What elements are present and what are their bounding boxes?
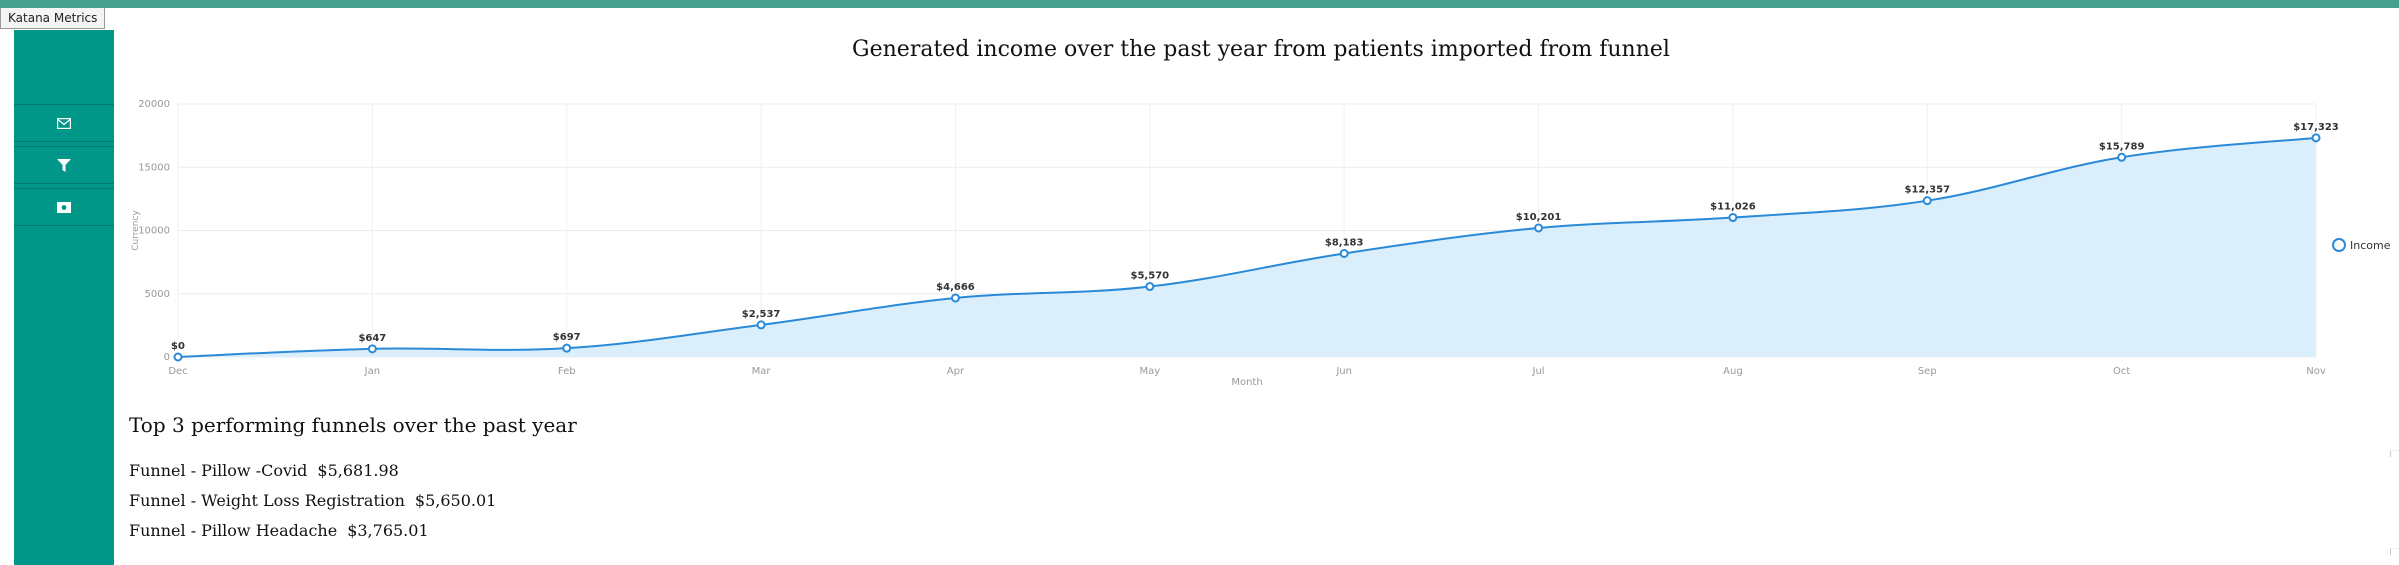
x-tick-label: Dec bbox=[168, 366, 187, 377]
x-tick-label: Aug bbox=[1723, 366, 1743, 377]
x-tick-label: Jul bbox=[1532, 366, 1545, 377]
data-point bbox=[1534, 223, 1544, 233]
data-label: $12,357 bbox=[1904, 185, 1950, 196]
x-tick-label: Feb bbox=[558, 366, 576, 377]
x-tick-label: Sep bbox=[1918, 366, 1937, 377]
data-label: $17,323 bbox=[2293, 122, 2339, 133]
legend-label: Income bbox=[2350, 239, 2391, 252]
data-label: $15,789 bbox=[2099, 141, 2145, 152]
legend-marker bbox=[2332, 238, 2346, 252]
y-tick-label: 0 bbox=[164, 352, 170, 363]
data-label: $2,537 bbox=[742, 309, 781, 320]
y-tick-label: 15000 bbox=[138, 162, 170, 173]
sidebar bbox=[14, 30, 114, 565]
data-point bbox=[756, 320, 766, 330]
funnel-row: Funnel - Pillow Headache $3,765.01 bbox=[129, 521, 429, 540]
funnel-name: Funnel - Pillow Headache bbox=[129, 521, 338, 540]
x-tick-label: Jan bbox=[364, 366, 380, 377]
data-point bbox=[173, 352, 183, 362]
income-area bbox=[178, 137, 2316, 357]
data-label: $4,666 bbox=[936, 282, 975, 293]
money-icon bbox=[57, 201, 71, 213]
funnel-amount: $5,650.01 bbox=[414, 491, 497, 510]
income-line bbox=[177, 136, 2317, 358]
y-tick-label: 20000 bbox=[138, 99, 170, 110]
data-point bbox=[2311, 133, 2321, 143]
data-point bbox=[367, 344, 377, 354]
x-tick-label: Nov bbox=[2306, 366, 2326, 377]
data-label: $8,183 bbox=[1325, 237, 1364, 248]
data-label: $647 bbox=[358, 333, 386, 344]
filter-icon bbox=[57, 158, 71, 172]
funnel-row: Funnel - Weight Loss Registration $5,650.… bbox=[129, 491, 496, 510]
sidebar-item-messages[interactable] bbox=[14, 104, 114, 142]
data-label: $5,570 bbox=[1131, 271, 1170, 282]
top-accent-bar bbox=[0, 0, 2399, 8]
app-tab[interactable]: Katana Metrics bbox=[0, 8, 106, 29]
chart-title: Generated income over the past year from… bbox=[852, 37, 1670, 62]
mail-icon bbox=[57, 117, 71, 129]
income-chart: 0 5000 10000 15000 20000 Dec Jan Feb Mar Apr May Ju… bbox=[131, 99, 2391, 388]
data-label: $11,026 bbox=[1710, 202, 1756, 213]
y-tick-label: 10000 bbox=[138, 226, 170, 237]
funnel-name: Funnel - Weight Loss Registration bbox=[129, 491, 405, 510]
funnel-amount: $3,765.01 bbox=[347, 521, 429, 540]
data-point bbox=[1728, 213, 1738, 223]
x-tick-label: Oct bbox=[2113, 366, 2130, 377]
y-tick-label: 5000 bbox=[145, 289, 170, 300]
x-tick-label: May bbox=[1139, 366, 1160, 377]
funnel-name: Funnel - Pillow -Covid bbox=[129, 461, 308, 480]
funnel-amount: $5,681.98 bbox=[317, 461, 399, 480]
data-label: $0 bbox=[171, 341, 185, 352]
data-label: $697 bbox=[553, 332, 581, 343]
sidebar-item-income[interactable] bbox=[14, 188, 114, 226]
x-tick-label: Jun bbox=[1335, 366, 1352, 377]
data-point bbox=[562, 343, 572, 353]
scroll-handle[interactable] bbox=[2390, 548, 2399, 555]
top-funnels-title: Top 3 performing funnels over the past y… bbox=[129, 413, 577, 437]
data-label: $10,201 bbox=[1516, 212, 1562, 223]
funnel-row: Funnel - Pillow -Covid $5,681.98 bbox=[129, 461, 399, 480]
data-point bbox=[950, 293, 960, 303]
data-point bbox=[1339, 248, 1349, 258]
y-axis-label: Currency bbox=[131, 210, 141, 251]
data-point bbox=[1145, 282, 1155, 292]
x-axis-label: Month bbox=[1231, 377, 1262, 388]
x-tick-label: Mar bbox=[752, 366, 772, 377]
data-point bbox=[1922, 196, 1932, 206]
data-point bbox=[2117, 152, 2127, 162]
sidebar-item-funnels[interactable] bbox=[14, 146, 114, 184]
scroll-handle[interactable] bbox=[2390, 450, 2399, 457]
x-tick-label: Apr bbox=[947, 366, 965, 377]
